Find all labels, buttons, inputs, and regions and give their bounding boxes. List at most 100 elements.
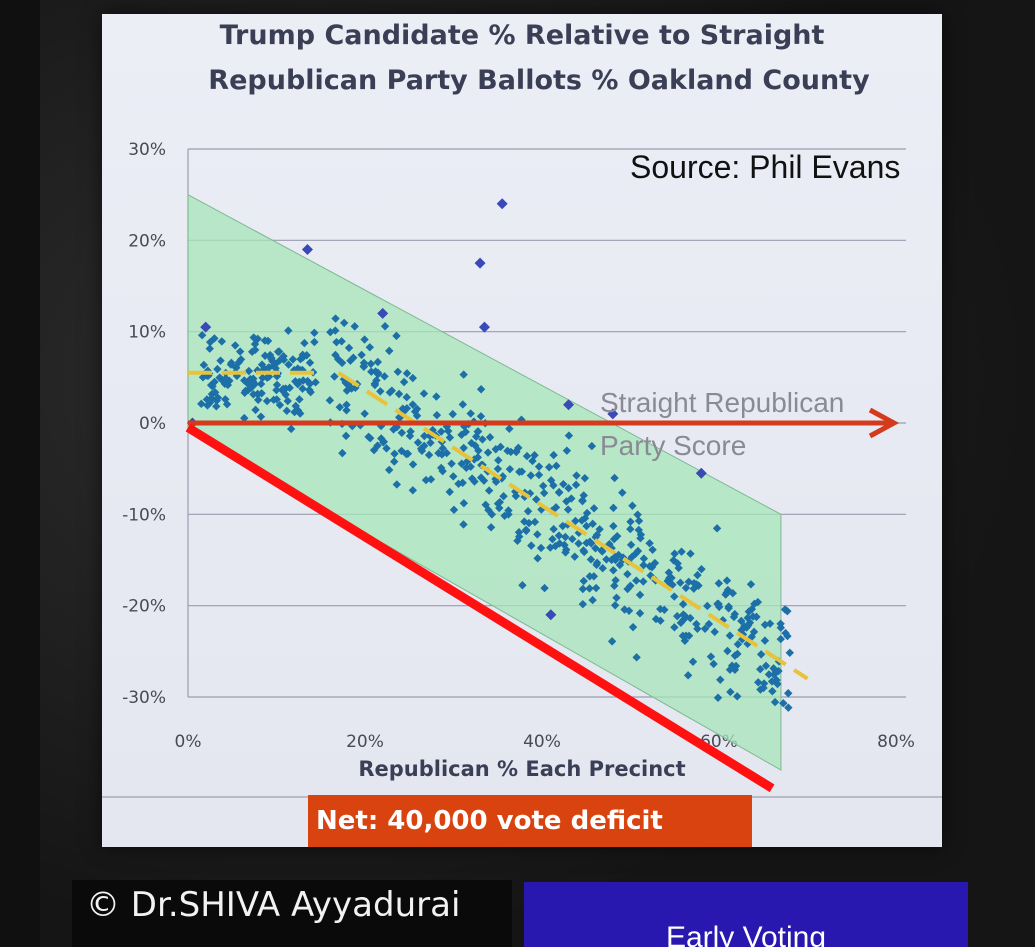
y-tick-label: -10% — [122, 505, 166, 525]
data-point — [574, 539, 583, 548]
data-point — [700, 624, 710, 634]
data-point — [633, 546, 643, 556]
data-point — [305, 358, 315, 367]
data-point — [756, 650, 766, 659]
data-point — [260, 351, 270, 360]
data-point — [561, 548, 570, 557]
y-tick-label: -20% — [122, 597, 166, 617]
data-point — [522, 451, 532, 461]
data-point — [544, 463, 554, 472]
data-point — [737, 616, 746, 626]
data-point — [408, 373, 418, 383]
data-point — [572, 471, 581, 480]
arrow-label-line-1: Straight Republican — [600, 387, 844, 418]
video-left-strip — [0, 0, 40, 947]
data-point — [445, 487, 454, 497]
data-point — [639, 560, 648, 570]
x-tick-label: 20% — [346, 732, 384, 752]
data-point — [473, 427, 483, 436]
data-point — [387, 386, 397, 395]
data-point — [598, 563, 607, 573]
data-point — [424, 450, 434, 460]
data-point — [591, 544, 600, 553]
data-point — [408, 400, 417, 409]
data-point — [609, 566, 618, 575]
data-point — [474, 446, 483, 455]
data-point — [408, 486, 418, 495]
data-point — [476, 385, 486, 394]
data-point — [512, 447, 521, 457]
data-point — [371, 367, 380, 376]
data-point — [417, 446, 427, 456]
data-point — [240, 413, 249, 423]
data-point — [656, 604, 665, 614]
data-point — [561, 532, 570, 542]
data-point — [380, 322, 390, 331]
outlier-point — [563, 399, 575, 411]
data-point — [412, 411, 422, 421]
data-point — [495, 497, 504, 507]
data-point — [609, 534, 619, 544]
data-point — [764, 670, 774, 679]
data-point — [693, 624, 702, 634]
data-point — [459, 520, 468, 529]
data-point — [221, 374, 231, 383]
data-point — [390, 449, 399, 459]
data-point — [505, 464, 515, 474]
data-point — [534, 470, 544, 480]
data-point — [298, 384, 307, 393]
data-point — [436, 427, 446, 436]
data-point — [650, 558, 660, 568]
data-point — [776, 623, 786, 632]
data-point — [272, 395, 281, 404]
data-point — [688, 657, 698, 666]
data-point — [524, 518, 534, 528]
data-point — [784, 703, 793, 712]
data-point — [421, 475, 431, 485]
x-axis-label: Republican % Each Precinct — [358, 757, 685, 781]
data-point — [449, 472, 458, 481]
data-point — [579, 491, 588, 500]
data-point — [754, 678, 763, 687]
data-point — [710, 627, 719, 637]
data-point — [337, 337, 346, 346]
data-point — [733, 640, 743, 649]
data-point — [253, 334, 262, 344]
data-point — [365, 343, 375, 352]
outlier-point — [695, 467, 707, 479]
outlier-point — [496, 198, 508, 210]
data-point — [339, 318, 349, 328]
data-point — [635, 609, 645, 618]
data-point — [704, 619, 714, 629]
data-point — [730, 665, 740, 674]
arrow-label-line-2: Party Score — [600, 430, 746, 461]
data-point — [284, 326, 293, 335]
data-point — [295, 409, 305, 418]
data-point — [769, 670, 779, 679]
data-point — [534, 462, 544, 471]
data-point — [299, 376, 308, 385]
data-point — [202, 395, 212, 404]
data-point — [360, 409, 369, 418]
data-point — [591, 583, 601, 593]
data-point — [499, 491, 508, 501]
data-point — [235, 347, 245, 356]
outlier-point — [377, 307, 389, 319]
data-point — [612, 593, 621, 602]
data-point — [623, 584, 632, 594]
data-point — [473, 453, 483, 462]
data-point — [549, 524, 558, 534]
data-point — [420, 431, 429, 441]
data-point — [244, 366, 254, 376]
data-point — [598, 547, 607, 556]
data-point — [467, 438, 476, 448]
data-point — [712, 524, 722, 533]
data-point — [342, 406, 351, 415]
data-point — [686, 549, 695, 558]
data-point — [676, 578, 685, 587]
data-point — [578, 599, 588, 609]
data-point — [393, 367, 403, 376]
data-point — [335, 402, 344, 412]
data-point — [413, 438, 423, 447]
data-point — [611, 555, 620, 565]
